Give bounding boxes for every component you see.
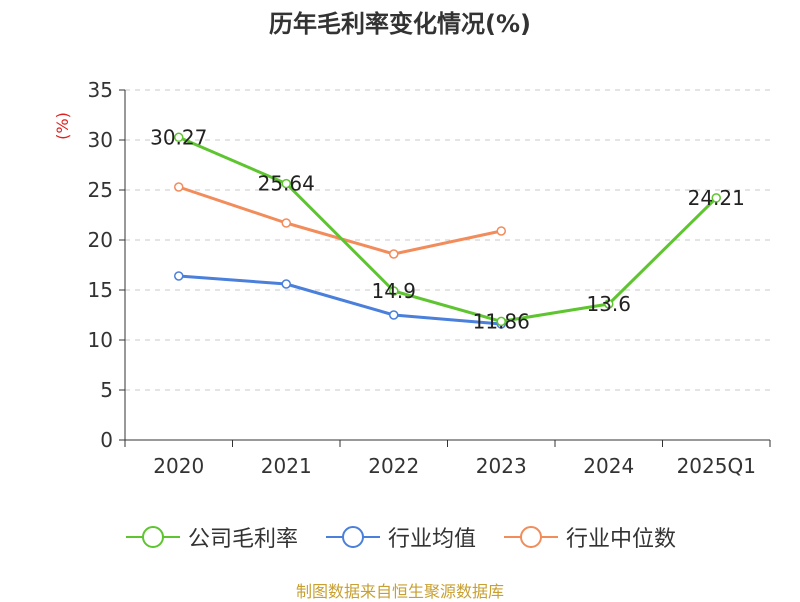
data-point [174, 271, 184, 281]
y-tick-label: 30 [88, 128, 113, 152]
data-label: 13.6 [586, 292, 631, 316]
data-label: 24.21 [688, 186, 745, 210]
legend-item[interactable]: 行业中位数 [502, 521, 676, 553]
y-tick-label: 20 [88, 228, 113, 252]
data-label: 25.64 [258, 172, 315, 196]
x-tick-label: 2025Q1 [677, 454, 756, 478]
data-point [389, 249, 399, 259]
x-tick-label: 2021 [261, 454, 312, 478]
source-note: 制图数据来自恒生聚源数据库 [295, 582, 504, 601]
legend-swatch-icon [125, 526, 180, 548]
data-point [711, 193, 721, 203]
y-tick-label: 0 [100, 428, 113, 452]
x-tick-label: 2024 [583, 454, 634, 478]
data-labels: 30.27 25.64 14.9 11.86 13.6 24.21 [150, 125, 745, 333]
legend-marker [341, 526, 364, 548]
legend-label: 公司毛利率 [187, 527, 298, 552]
y-axis-label: (%) [53, 112, 72, 140]
data-point [174, 132, 184, 143]
y-tick-label: 35 [88, 78, 113, 102]
data-label: 14.9 [371, 279, 416, 303]
legend: 公司毛利率 行业均值 行业中位数 [0, 520, 800, 554]
x-tick-label: 2022 [368, 454, 419, 478]
series-line [178, 135, 718, 323]
legend-marker [141, 526, 164, 548]
legend-item[interactable]: 行业均值 [324, 521, 476, 553]
data-point [389, 286, 399, 296]
y-tick-label: 5 [100, 378, 113, 402]
data-point [281, 279, 291, 289]
data-point [174, 182, 184, 192]
legend-marker [520, 526, 542, 548]
data-point [496, 316, 506, 327]
legend-swatch-icon [325, 526, 380, 548]
data-point [496, 226, 506, 236]
data-point [281, 178, 291, 189]
y-tick-label: 10 [88, 328, 113, 352]
legend-label: 行业中位数 [566, 527, 677, 552]
data-label: 30.27 [150, 125, 207, 149]
series-line [178, 185, 502, 256]
legend-label: 行业均值 [387, 527, 476, 552]
x-tick-label: 2023 [476, 454, 527, 478]
axes: 0 5 10 15 20 25 30 35 2020 2021 2022 2023 2024 2025Q1 [88, 78, 771, 478]
data-point [281, 218, 291, 228]
chart-title: 历年毛利率变化情况(%) [269, 10, 531, 38]
x-tick-label: 2020 [153, 454, 204, 478]
y-tick-label: 15 [88, 278, 113, 302]
legend-item[interactable]: 公司毛利率 [124, 521, 298, 553]
legend-swatch-icon [504, 526, 558, 548]
series-lines [174, 132, 721, 329]
data-point [604, 299, 614, 309]
data-label: 11.86 [473, 309, 530, 333]
series-line [178, 274, 502, 326]
y-tick-label: 25 [88, 178, 113, 202]
gridlines [125, 89, 770, 391]
data-point [389, 310, 399, 320]
